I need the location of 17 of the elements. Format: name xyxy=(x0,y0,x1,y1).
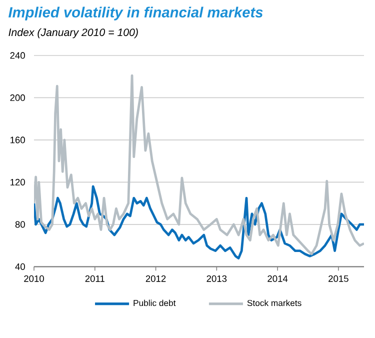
chart-subtitle: Index (January 2010 = 100) xyxy=(8,28,138,38)
chart-title: Implied volatility in financial markets xyxy=(8,6,263,20)
x-tick-label: 2015 xyxy=(328,275,348,282)
x-tick-label: 2012 xyxy=(146,275,166,282)
y-tick-label: 240 xyxy=(10,52,25,59)
legend-label: Stock markets xyxy=(247,300,302,306)
x-tick-label: 2010 xyxy=(24,275,44,282)
x-tick-label: 2014 xyxy=(268,275,288,282)
y-tick-label: 120 xyxy=(10,178,25,186)
x-tick-label: 2013 xyxy=(206,275,227,282)
y-tick-label: 200 xyxy=(10,94,25,101)
legend-label: Public debt xyxy=(134,300,176,306)
y-tick-label: 160 xyxy=(10,136,25,144)
x-tick-label: 2011 xyxy=(85,275,104,282)
y-tick-label: 80 xyxy=(15,221,25,228)
line-series xyxy=(34,185,364,260)
y-tick-label: 40 xyxy=(15,263,25,270)
